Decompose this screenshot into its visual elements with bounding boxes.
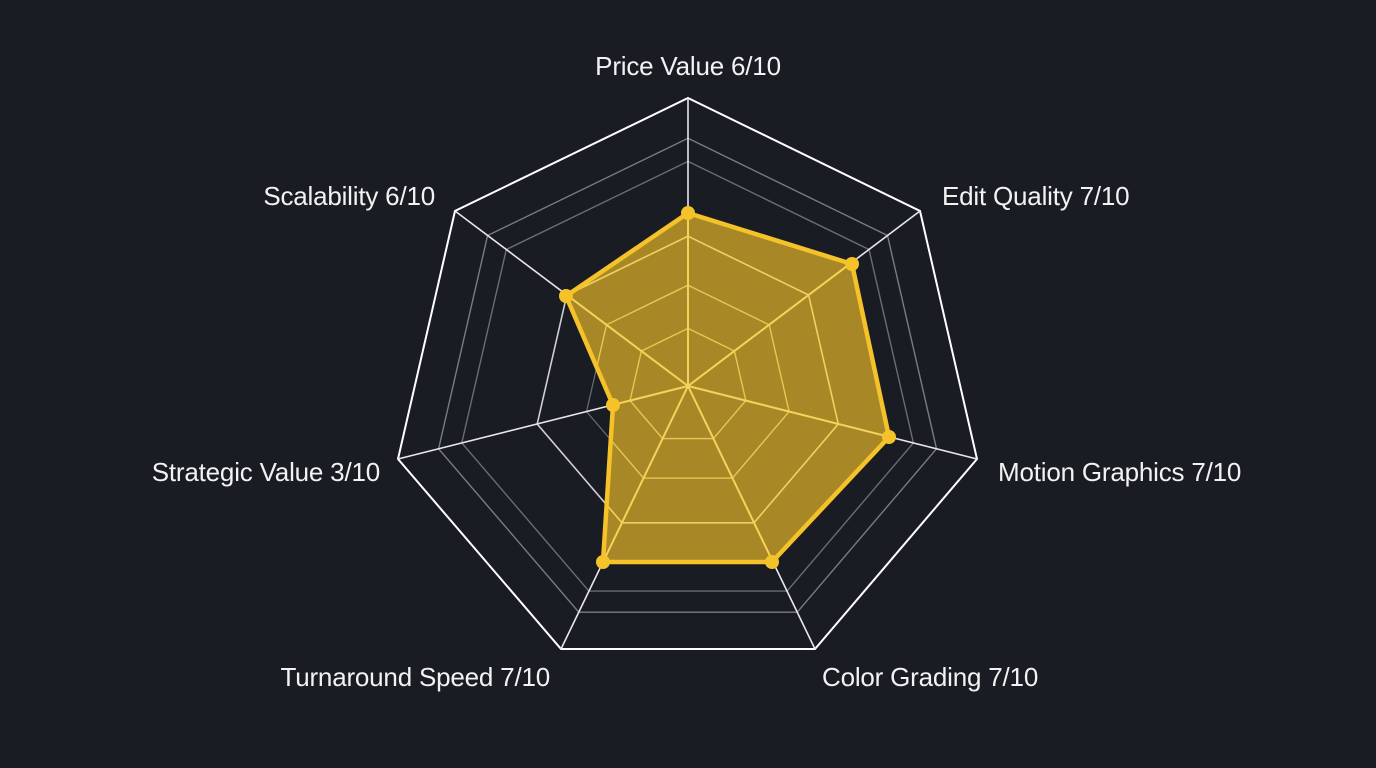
grid-ring [437,137,938,613]
axis-label-strategic-value: Strategic Value 3/10 [151,456,380,487]
data-point [845,257,859,271]
data-outline [563,210,892,565]
grid-ring [461,160,915,592]
data-point [559,289,573,303]
axis-label-motion-graphics: Motion Graphics 7/10 [998,456,1242,487]
data-stroke [563,210,892,565]
data-point [681,206,695,220]
grid-ring [396,96,979,650]
data-area [566,213,889,562]
axis-label-color-grading: Color Grading 7/10 [822,661,1039,692]
data-point [606,398,620,412]
data-fill [566,213,889,562]
data-points [559,206,896,569]
data-point [765,555,779,569]
axis-label-turnaround-speed: Turnaround Speed 7/10 [280,661,551,692]
data-point [596,555,610,569]
data-point [882,430,896,444]
axis-label-edit-quality: Edit Quality 7/10 [942,180,1130,211]
axis-label-scalability: Scalability 6/10 [263,180,435,211]
axis-label-price-value: Price Value 6/10 [595,50,781,81]
